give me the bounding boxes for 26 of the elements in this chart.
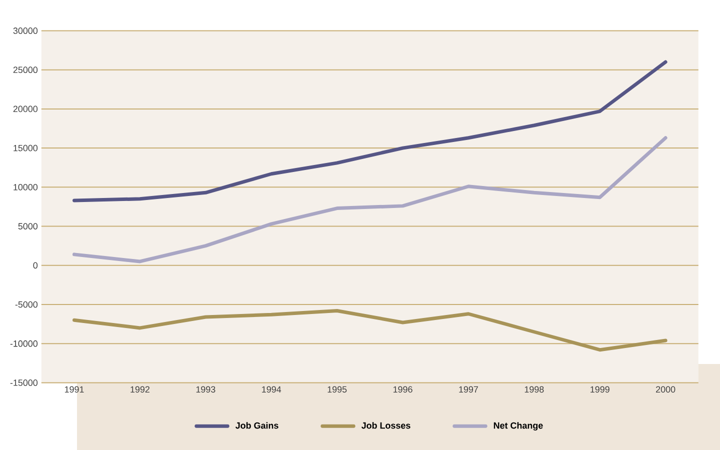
y-tick-label: -10000 xyxy=(10,340,38,347)
x-tick-label: 1995 xyxy=(328,386,347,393)
legend-label: Job Gains xyxy=(235,422,278,429)
x-tick-label: 1998 xyxy=(524,386,544,393)
y-tick-label: 25000 xyxy=(13,66,38,74)
x-tick-label: 1992 xyxy=(130,386,150,393)
legend-label: Net Change xyxy=(494,422,543,431)
line-series xyxy=(72,309,668,352)
y-tick-label: -5000 xyxy=(15,301,38,308)
legend-label: Job Losses xyxy=(361,422,410,429)
line-series xyxy=(72,136,668,264)
x-tick-label: 1991 xyxy=(64,386,84,393)
y-tick-label: 20000 xyxy=(13,106,38,112)
x-tick-label: 1997 xyxy=(459,386,478,393)
line-series xyxy=(72,60,668,202)
y-tick-label: 30000 xyxy=(13,28,38,34)
x-tick-label: 2000 xyxy=(656,386,676,393)
y-tick-label: -15000 xyxy=(10,380,38,386)
y-tick-label: 5000 xyxy=(18,223,38,230)
x-tick-label: 1993 xyxy=(196,386,216,393)
y-tick-label: 10000 xyxy=(14,184,38,190)
y-tick-label: 15000 xyxy=(14,144,38,152)
y-tick-label: 0 xyxy=(33,262,38,269)
x-tick-label: 1996 xyxy=(393,386,412,393)
x-tick-label: 1994 xyxy=(262,386,282,393)
x-tick-label: 1999 xyxy=(590,386,610,393)
